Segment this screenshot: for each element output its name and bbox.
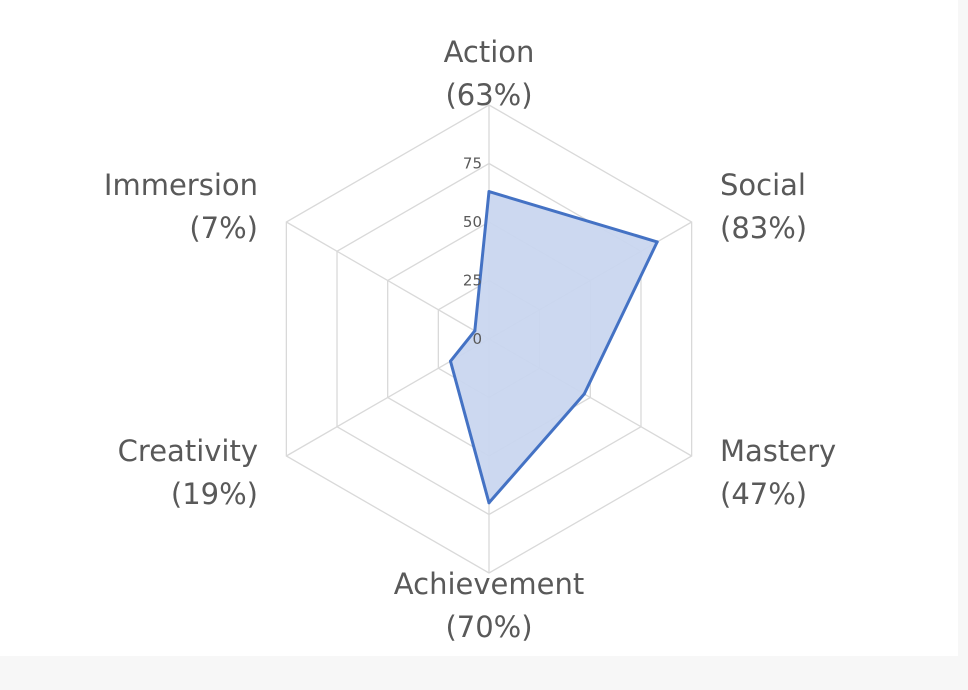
- data-point-action: [487, 190, 491, 194]
- chart-panel: 0 25 50 75 Action (63%) Social (83%) Mastery (47…: [103, 35, 837, 644]
- category-label-action: Action: [444, 35, 535, 69]
- category-pct-immersion: (7%): [189, 211, 258, 245]
- category-pct-achievement: (70%): [445, 610, 532, 644]
- tick-label-25: 25: [463, 272, 482, 290]
- data-point-social: [655, 240, 659, 244]
- data-point-mastery: [582, 392, 586, 396]
- category-pct-action: (63%): [445, 78, 532, 112]
- category-label-immersion: Immersion: [104, 168, 258, 202]
- category-label-mastery: Mastery: [720, 434, 836, 468]
- radial-tick-labels: 0 25 50 75: [463, 155, 482, 349]
- tick-label-75: 75: [463, 155, 482, 173]
- radar-chart: 0 25 50 75 Action (63%) Social (83%) Mastery (47…: [104, 35, 836, 644]
- tick-label-50: 50: [463, 213, 482, 231]
- data-point-creativity: [448, 359, 452, 363]
- category-labels: Action (63%) Social (83%) Mastery (47%) Achiev…: [104, 35, 836, 644]
- category-label-achievement: Achievement: [394, 567, 584, 601]
- data-point-achievement: [487, 501, 491, 505]
- category-pct-mastery: (47%): [720, 477, 807, 511]
- tick-label-0: 0: [472, 330, 482, 348]
- category-label-creativity: Creativity: [118, 434, 258, 468]
- spoke-immersion: [286, 221, 490, 340]
- category-pct-social: (83%): [720, 211, 807, 245]
- category-label-social: Social: [720, 168, 806, 202]
- category-pct-creativity: (19%): [171, 477, 258, 511]
- data-point-immersion: [473, 329, 477, 333]
- radar-series: [448, 190, 659, 505]
